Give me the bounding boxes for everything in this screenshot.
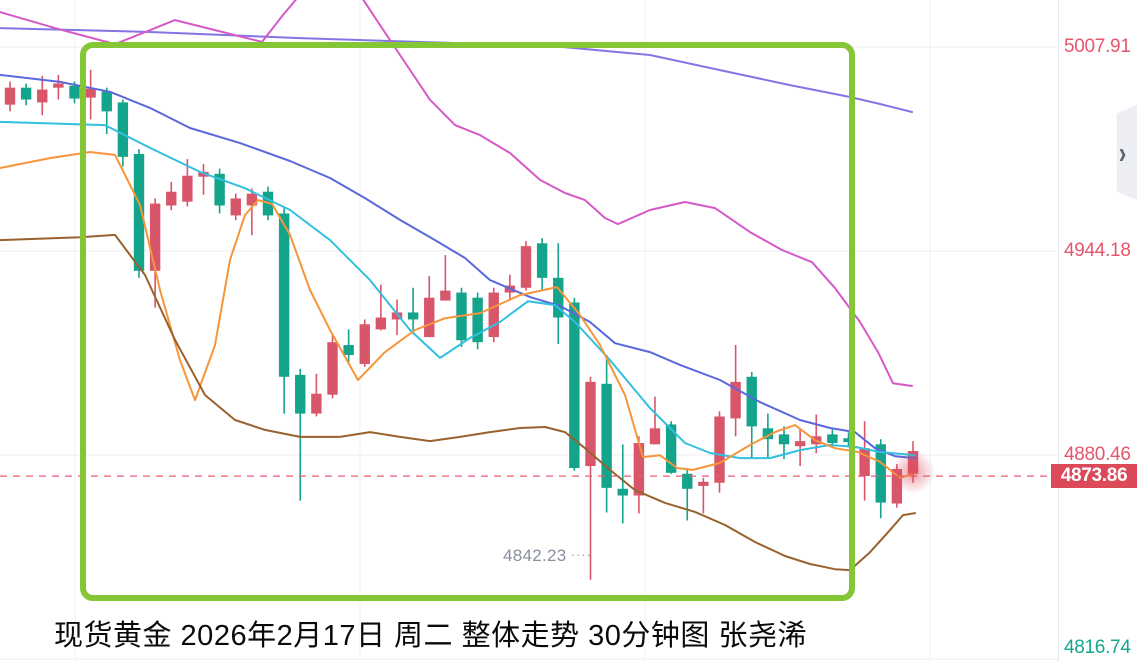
candle-body <box>827 434 838 444</box>
ma-slow-purple <box>0 27 913 113</box>
candle-body <box>843 438 854 443</box>
candle-body <box>311 393 322 414</box>
candle-body <box>359 324 370 364</box>
candle-body <box>37 89 48 103</box>
candle-body <box>472 297 483 343</box>
candle-body <box>520 246 532 288</box>
candle-body <box>4 87 16 105</box>
ma-cyan <box>0 120 916 460</box>
candle-body <box>230 198 241 216</box>
candle-body <box>859 448 870 477</box>
candle-body <box>746 376 757 427</box>
ma-blue <box>0 73 916 460</box>
band-upper-magenta <box>0 0 913 387</box>
candle-body <box>149 203 161 271</box>
candle-body <box>101 91 112 112</box>
candle-body <box>730 381 741 419</box>
candle-body <box>665 424 677 473</box>
candle-body <box>424 297 435 338</box>
expand-panel-tab[interactable]: › <box>1116 105 1137 200</box>
ma-fast-orange <box>0 151 913 479</box>
candle-body <box>182 175 193 202</box>
candle-body <box>875 444 886 503</box>
chart-title: 现货黄金 2026年2月17日 周二 整体走势 30分钟图 张尧浠 <box>54 620 807 652</box>
candle-body <box>166 191 177 206</box>
candle-body <box>536 243 548 278</box>
candle-body <box>295 374 306 414</box>
candle-body <box>714 416 725 483</box>
candle-body <box>794 441 806 447</box>
current-candle-glow <box>891 450 935 495</box>
candle-body <box>488 292 499 338</box>
candle-body <box>85 88 96 98</box>
candle-body <box>440 290 451 301</box>
current-price-badge: 4873.86 <box>1051 464 1137 489</box>
candle-body <box>617 488 628 496</box>
candle-body <box>214 173 225 206</box>
annotation-rectangle <box>80 42 855 601</box>
candle-body <box>601 383 612 488</box>
candle-body <box>407 312 419 320</box>
candle-body <box>698 481 709 486</box>
price-tick: 4944.18 <box>1064 240 1131 262</box>
candle-body <box>682 473 693 489</box>
candle-body <box>375 317 387 330</box>
candles <box>4 69 919 580</box>
candlestick-chart[interactable] <box>0 0 1058 661</box>
candle-body <box>633 443 645 496</box>
price-tick: 5007.91 <box>1064 35 1131 57</box>
candle-body <box>117 102 129 157</box>
band-lower-brown <box>0 233 916 572</box>
candle-body <box>778 434 790 445</box>
price-tick: 4880.46 <box>1064 444 1131 465</box>
ma-lines <box>0 0 916 572</box>
candle-body <box>69 85 80 99</box>
session-low-label: 4842.23 ···· <box>503 546 592 566</box>
candle-body <box>278 213 290 377</box>
chevron-right-icon: › <box>1118 134 1127 170</box>
price-axis: 5007.91 4944.18 4880.46 4816.74 <box>1058 0 1137 661</box>
candle-body <box>198 171 209 177</box>
candle-body <box>20 87 32 100</box>
candle-body <box>327 342 338 395</box>
session-low-value: 4842.23 <box>503 546 567 565</box>
candle-body <box>133 153 145 271</box>
candle-body <box>343 345 354 355</box>
price-tick: 4816.74 <box>1064 637 1131 658</box>
leader-dots: ···· <box>570 547 592 562</box>
candle-body <box>553 277 564 318</box>
candle-body <box>762 428 774 440</box>
candle-body <box>649 428 661 445</box>
candle-body <box>585 381 596 467</box>
candle-body <box>53 83 64 88</box>
candle-body <box>391 312 403 320</box>
candle-body <box>569 302 580 469</box>
candle-body <box>246 193 258 206</box>
